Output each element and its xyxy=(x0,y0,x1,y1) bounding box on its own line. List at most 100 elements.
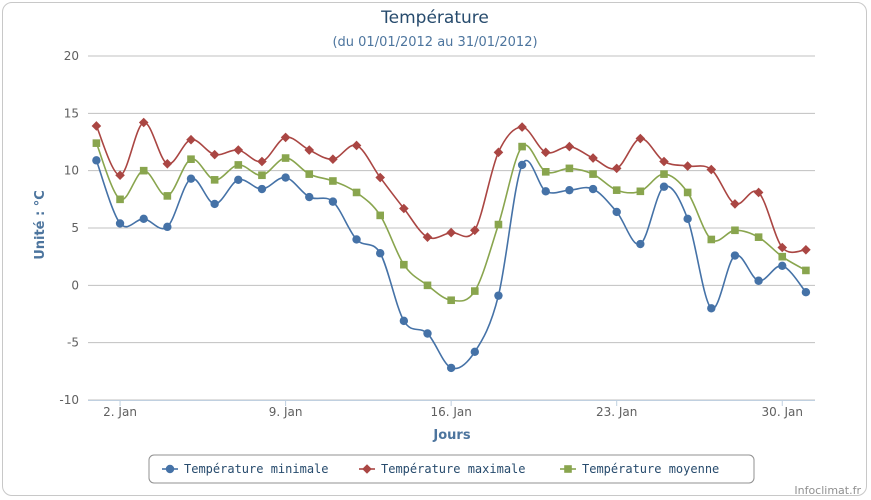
series-min xyxy=(92,156,811,373)
x-tick-label: 30. Jan xyxy=(762,405,803,419)
legend-box xyxy=(148,454,755,484)
data-point-avg xyxy=(281,154,290,162)
legend-label: Température moyenne xyxy=(582,462,719,476)
data-point-max xyxy=(753,187,764,198)
data-point-avg xyxy=(518,142,526,151)
y-tick-label: -10 xyxy=(59,393,79,407)
data-point-min xyxy=(376,249,385,258)
data-point-max xyxy=(115,170,125,181)
data-point-min xyxy=(636,239,645,249)
data-point-max xyxy=(138,117,149,128)
data-point-min xyxy=(352,235,361,244)
data-point-max xyxy=(588,153,598,163)
y-axis-label: Unité : °C xyxy=(33,190,48,260)
data-point-avg xyxy=(471,287,479,295)
data-point-avg xyxy=(234,161,243,169)
x-tick-label: 9. Jan xyxy=(269,405,303,419)
data-point-avg xyxy=(494,220,503,229)
grid-lines xyxy=(88,55,815,401)
data-point-min xyxy=(801,288,811,297)
data-point-max xyxy=(682,161,693,171)
data-point-max xyxy=(257,156,267,167)
data-point-min xyxy=(565,185,574,195)
data-point-max xyxy=(493,147,504,158)
legend: Température minimale Température maximale… xyxy=(148,454,755,484)
data-point-avg xyxy=(612,186,621,194)
data-point-avg xyxy=(352,188,361,197)
data-point-max xyxy=(801,244,811,255)
data-point-min xyxy=(707,304,716,313)
data-point-min xyxy=(115,219,125,228)
data-point-min xyxy=(778,261,787,271)
data-point-avg xyxy=(802,266,810,275)
data-point-min xyxy=(754,276,763,285)
data-point-avg xyxy=(707,235,716,244)
y-tick-label: 20 xyxy=(64,49,79,63)
y-tick-label: 5 xyxy=(71,221,79,235)
data-point-min xyxy=(446,363,456,373)
y-tick-label: 10 xyxy=(64,164,79,178)
data-point-max xyxy=(328,154,338,164)
data-point-avg xyxy=(329,177,337,185)
y-tick-label: 0 xyxy=(71,278,79,292)
data-point-avg xyxy=(731,226,739,235)
data-point-max xyxy=(635,133,646,144)
data-point-min xyxy=(423,329,432,338)
data-point-avg xyxy=(376,211,384,220)
data-point-min xyxy=(163,222,172,232)
series-layer xyxy=(91,117,811,373)
data-point-avg xyxy=(92,139,101,147)
data-point-max xyxy=(730,199,740,209)
data-point-max xyxy=(186,134,196,145)
data-point-max xyxy=(162,158,173,169)
legend-item-avg: Température moyenne xyxy=(560,462,719,476)
data-point-min xyxy=(281,173,290,182)
data-point-avg xyxy=(541,168,550,176)
data-point-min xyxy=(730,251,740,260)
data-point-min xyxy=(588,184,598,194)
legend-item-max: Température maximale xyxy=(359,462,526,476)
series-line-min xyxy=(95,159,807,370)
legend-marker xyxy=(362,464,372,474)
legend-marker xyxy=(165,464,175,474)
x-axis: 2. Jan 9. Jan 16. Jan 23. Jan 30. Jan xyxy=(88,400,815,419)
data-point-avg xyxy=(210,176,219,184)
data-point-avg xyxy=(683,188,692,197)
data-point-max xyxy=(422,232,433,242)
chart-subtitle: (du 01/01/2012 au 31/01/2012) xyxy=(332,35,537,50)
chart-title: Température xyxy=(380,8,489,28)
data-point-avg xyxy=(139,166,148,175)
data-point-max xyxy=(375,172,385,183)
data-point-min xyxy=(659,182,669,191)
data-point-max xyxy=(659,156,669,167)
data-point-min xyxy=(612,207,621,217)
data-point-avg xyxy=(754,233,763,241)
legend-item-min: Température minimale xyxy=(162,462,329,476)
y-tick-label: -5 xyxy=(67,336,79,350)
data-point-avg xyxy=(778,252,787,261)
data-point-min xyxy=(210,199,219,209)
data-point-max xyxy=(517,122,527,132)
data-point-avg xyxy=(305,170,314,178)
data-point-max xyxy=(777,242,788,253)
legend-marker xyxy=(564,465,572,473)
data-point-max xyxy=(399,203,409,214)
data-point-avg xyxy=(636,187,645,196)
data-point-min xyxy=(470,347,479,357)
data-point-max xyxy=(304,145,315,155)
data-point-avg xyxy=(565,164,574,173)
data-point-min xyxy=(92,156,101,165)
data-point-max xyxy=(209,149,220,160)
x-tick-label: 23. Jan xyxy=(596,405,637,419)
data-point-min xyxy=(305,192,314,202)
series-max xyxy=(91,117,811,255)
data-point-max xyxy=(233,145,244,155)
x-tick-label: 2. Jan xyxy=(103,405,137,419)
data-point-max xyxy=(470,225,480,236)
data-point-min xyxy=(257,184,267,194)
data-point-min xyxy=(234,175,243,185)
data-point-max xyxy=(706,164,717,175)
data-point-min xyxy=(541,187,550,196)
